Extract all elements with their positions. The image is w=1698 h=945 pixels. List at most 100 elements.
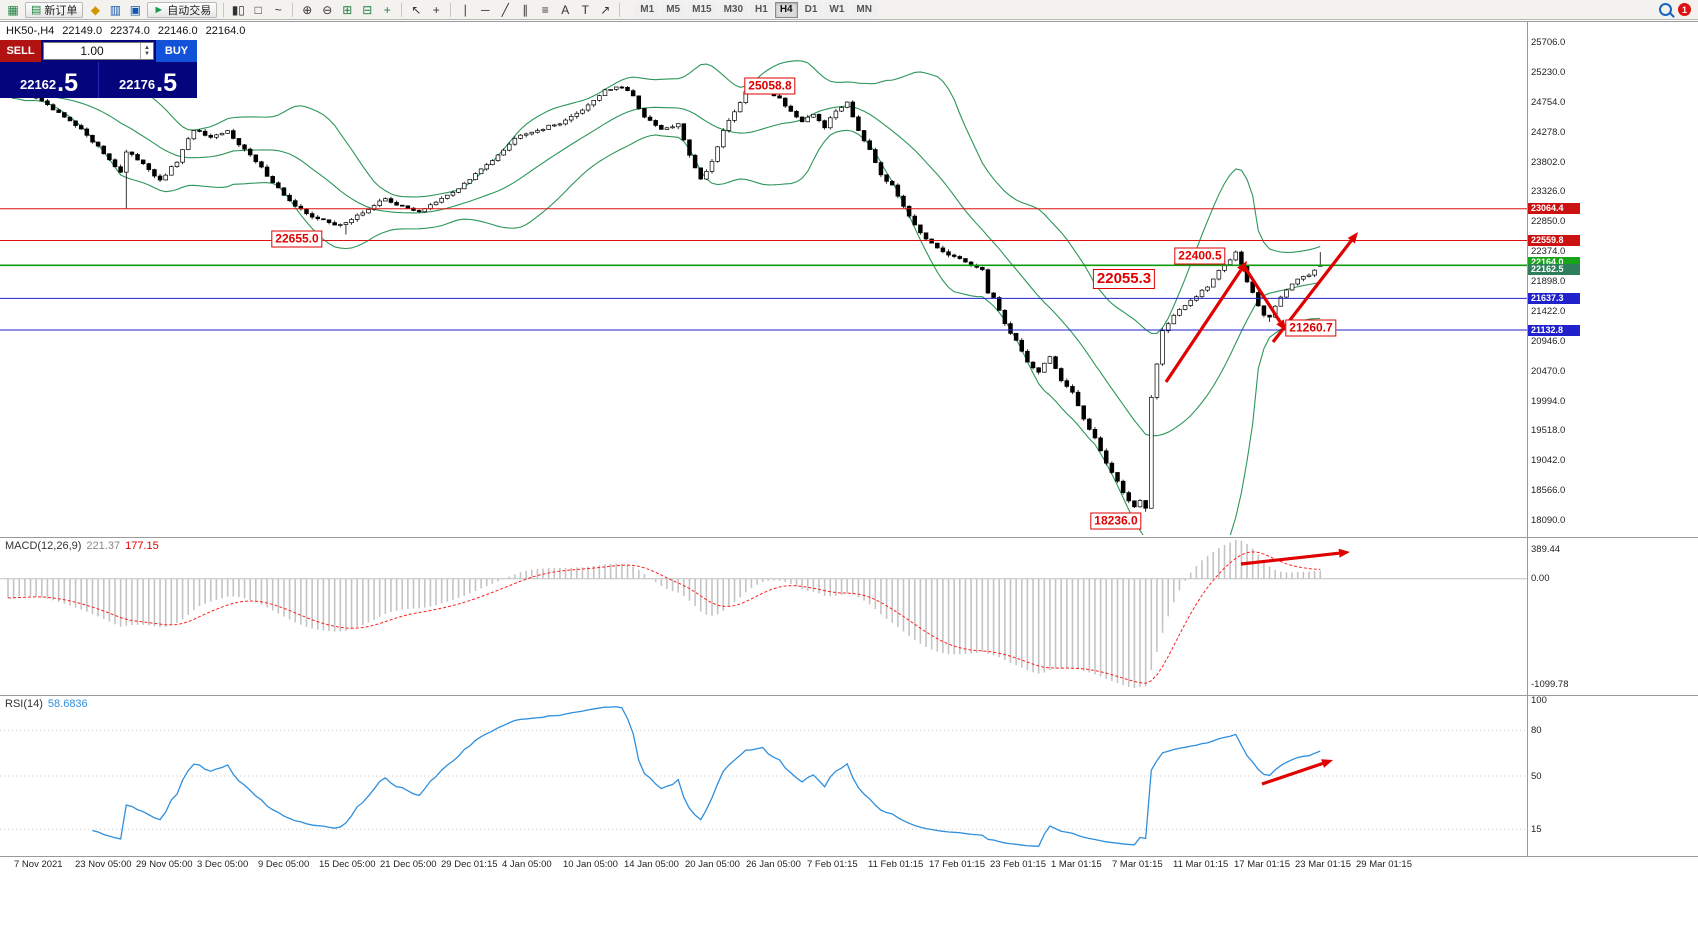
trend-arrow-head[interactable] <box>1321 759 1333 768</box>
candle <box>107 153 112 161</box>
macd-histogram-bar <box>373 578 375 620</box>
candle <box>50 104 56 111</box>
crosshair-icon[interactable]: + <box>432 2 440 17</box>
fibonacci-icon[interactable]: ≡ <box>541 2 549 17</box>
macd-histogram-bar <box>221 578 223 599</box>
macd-histogram-bar <box>40 578 43 598</box>
macd-histogram-bar <box>35 578 37 597</box>
candle <box>1301 276 1306 280</box>
x-axis-label: 29 Nov 05:00 <box>136 859 193 870</box>
candle <box>985 269 991 294</box>
trend-arrow-head[interactable] <box>1338 548 1350 558</box>
volume-spinner[interactable]: ▲ ▼ <box>140 43 153 59</box>
macd-histogram-bar <box>1268 566 1271 579</box>
macd-histogram-bar <box>942 578 944 654</box>
macd-histogram-bar <box>880 578 882 615</box>
candle <box>873 149 878 163</box>
new-order-button[interactable]: ▤ 新订单 <box>25 1 84 18</box>
trend-arrow[interactable] <box>1242 265 1282 323</box>
autotrade-button[interactable]: ► 自动交易 <box>147 1 218 18</box>
candle <box>811 113 816 118</box>
candle <box>726 120 732 131</box>
macd-histogram-bar <box>897 578 899 628</box>
timeframe-mn[interactable]: MN <box>851 1 877 18</box>
volume-stepper[interactable]: 1.00 ▲ ▼ <box>43 42 154 60</box>
indicators-icon[interactable]: + <box>383 2 391 17</box>
sell-button[interactable]: SELL <box>0 40 41 62</box>
line-chart-icon[interactable]: ~ <box>274 2 282 17</box>
auto-arrange-icon[interactable]: ⊟ <box>362 2 373 17</box>
new-chart-icon[interactable]: ▦ <box>7 2 19 17</box>
candle <box>169 166 174 176</box>
volume-down-icon[interactable]: ▼ <box>144 51 150 57</box>
x-axis-label: 17 Feb 01:15 <box>929 859 985 870</box>
data-window-icon[interactable]: ▣ <box>129 2 142 17</box>
annotation-label[interactable]: 21260.7 <box>1285 319 1337 337</box>
candle <box>1042 362 1047 373</box>
candle <box>326 219 332 223</box>
timeframe-h1[interactable]: H1 <box>750 1 773 18</box>
new-order-icon: ▤ <box>31 4 42 16</box>
candle <box>1058 368 1064 382</box>
candle <box>214 134 219 138</box>
macd-histogram-bar <box>1263 560 1265 579</box>
market-watch-icon[interactable]: ▥ <box>109 2 122 17</box>
macd-histogram-bar <box>294 578 297 623</box>
candle <box>343 222 349 225</box>
macd-histogram-bar <box>283 578 285 617</box>
annotation-label[interactable]: 22055.3 <box>1092 269 1156 289</box>
candlestick-chart-icon[interactable]: □ <box>254 2 262 17</box>
macd-histogram-bar <box>125 578 128 626</box>
timeframe-m1[interactable]: M1 <box>635 1 660 18</box>
channel-icon[interactable]: ∥ <box>522 2 529 17</box>
search-icon[interactable] <box>1659 3 1672 16</box>
annotation-label[interactable]: 25058.8 <box>744 77 796 95</box>
annotation-label[interactable]: 18236.0 <box>1090 512 1142 530</box>
trend-arrow[interactable] <box>1261 762 1324 786</box>
trend-arrow-head[interactable] <box>1347 232 1358 244</box>
macd-histogram-bar <box>1054 578 1057 669</box>
timeframe-h4[interactable]: H4 <box>774 1 798 18</box>
volume-value[interactable]: 1.00 <box>80 44 104 58</box>
text-icon[interactable]: A <box>561 2 570 17</box>
timeframe-m15[interactable]: M15 <box>687 1 717 18</box>
volume-up-icon[interactable]: ▲ <box>144 45 150 51</box>
bar-chart-icon[interactable]: ▮▯ <box>231 2 245 17</box>
cursor-icon[interactable]: ↖ <box>411 2 422 17</box>
candle <box>1120 480 1126 493</box>
sell-price[interactable]: 22162 .5 <box>0 62 98 98</box>
arrows-tool-icon[interactable]: ↗ <box>600 2 611 17</box>
macd-signal-value: 177.15 <box>125 540 159 552</box>
timeframe-m5[interactable]: M5 <box>661 1 686 18</box>
buy-price[interactable]: 22176 .5 <box>98 62 197 98</box>
buy-button[interactable]: BUY <box>156 40 197 62</box>
annotation-label[interactable]: 22655.0 <box>271 230 323 248</box>
timeframe-m30[interactable]: M30 <box>718 1 749 18</box>
timeframe-w1[interactable]: W1 <box>824 1 850 18</box>
candle <box>242 144 247 150</box>
candle <box>580 109 585 114</box>
vertical-line-icon[interactable]: ∣ <box>462 2 469 17</box>
candle <box>918 224 923 234</box>
tile-windows-icon[interactable]: ⊞ <box>342 2 353 17</box>
candle <box>991 292 996 298</box>
macd-histogram-bar <box>423 578 426 608</box>
candle <box>1160 330 1165 365</box>
trendline-icon[interactable]: ╱ <box>501 2 509 17</box>
trend-arrow[interactable] <box>1240 551 1340 566</box>
macd-histogram-bar <box>519 572 522 579</box>
macd-histogram-bar <box>964 578 967 655</box>
zoom-in-icon[interactable]: ⊕ <box>302 2 313 17</box>
horizontal-line-icon[interactable]: ─ <box>481 2 490 17</box>
candle <box>225 130 230 134</box>
annotation-label[interactable]: 22400.5 <box>1174 247 1226 265</box>
timeframe-d1[interactable]: D1 <box>799 1 823 18</box>
macd-histogram-bar <box>654 578 657 583</box>
candle <box>281 187 287 196</box>
notifications-badge[interactable]: 1 <box>1678 3 1691 16</box>
label-icon[interactable]: T <box>581 2 589 17</box>
zoom-out-icon[interactable]: ⊖ <box>322 2 333 17</box>
templates-icon[interactable]: ◆ <box>90 2 101 17</box>
trend-arrow[interactable] <box>1164 269 1243 383</box>
